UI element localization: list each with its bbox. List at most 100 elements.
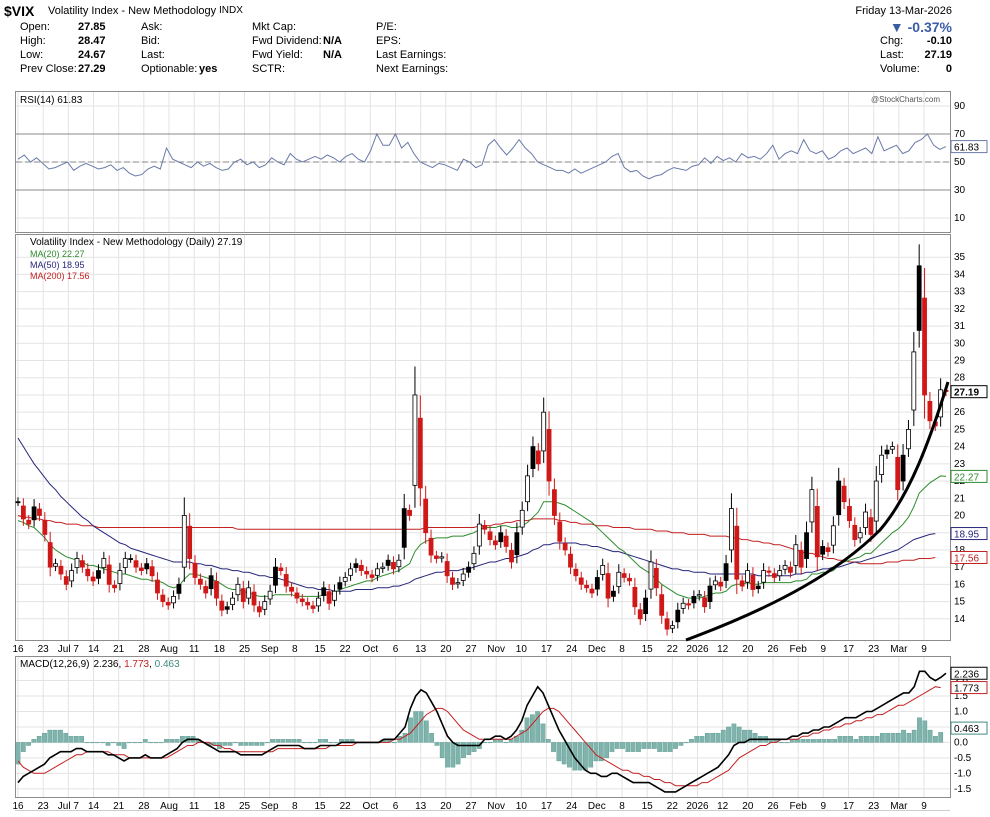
macd-histogram-bar	[503, 742, 509, 744]
macd-histogram-bar	[286, 739, 291, 743]
candle-body	[873, 480, 879, 522]
macd-histogram-bar	[598, 742, 604, 762]
macd-histogram-bar	[567, 742, 572, 768]
candle-body	[412, 394, 418, 486]
macd-histogram-bar	[434, 742, 440, 746]
candle-body	[739, 580, 745, 587]
x-tick-label: 27	[465, 644, 477, 655]
candle-body	[385, 559, 391, 566]
price-y-tick: 32	[954, 304, 966, 315]
candle-body	[305, 602, 311, 606]
candle-body	[299, 598, 305, 602]
candle-body	[637, 609, 643, 620]
macd-histogram-bar	[800, 739, 806, 743]
candle-body	[525, 475, 530, 503]
x-tick-label: 9	[921, 644, 927, 655]
macd-title-value-2: 0.463	[155, 659, 180, 670]
x-tick-label: Sep	[261, 644, 279, 655]
x-tick-label: 10	[516, 644, 528, 655]
candle-body	[729, 508, 734, 551]
col2-label-3: Optionable:	[141, 63, 198, 75]
candle-body	[509, 549, 514, 563]
macd-histogram-bar	[720, 729, 726, 743]
x-tick-label: 17	[541, 801, 553, 812]
candle-body	[868, 517, 874, 535]
candle-body	[149, 566, 155, 577]
x-tick-label: 13	[415, 644, 427, 655]
x-tick-label: 22	[667, 644, 679, 655]
macd-histogram-bar	[116, 742, 122, 746]
candle-body	[482, 524, 488, 530]
macd-histogram-bar	[864, 736, 869, 743]
x-tick-label: 25	[239, 644, 251, 655]
x-tick-label: Dec	[588, 801, 606, 812]
macd-title-value-0: 2.236	[93, 659, 118, 670]
candle-body	[712, 580, 718, 586]
candle-body	[546, 428, 552, 482]
candle-body	[74, 558, 80, 568]
macd-histogram-bar	[651, 742, 657, 749]
macd-histogram-bar	[890, 732, 896, 743]
col1-value-2: 24.67	[78, 49, 106, 61]
watermark: @StockCharts.com	[871, 95, 940, 104]
candle-body	[493, 540, 498, 546]
candle-body	[267, 590, 273, 600]
macd-histogram-bar	[784, 742, 790, 744]
candle-body	[321, 587, 327, 596]
candle-body	[911, 351, 917, 411]
x-tick-label: Mar	[890, 644, 908, 655]
macd-histogram-bar	[805, 739, 811, 743]
macd-histogram-bar	[296, 739, 302, 743]
candle-body	[391, 561, 396, 570]
axis-labels: 16 16 23 23 Jul 7 Jul 7 14 14 21 21 28 28 Aug Aug 11 11…	[12, 101, 988, 812]
macd-histogram-bar	[736, 726, 742, 743]
macd-title-sep-0: ,	[119, 659, 125, 670]
x-tick-label: 17	[541, 644, 553, 655]
macd-histogram-bar	[657, 742, 662, 752]
candle-body	[117, 570, 123, 584]
macd-histogram-bar	[132, 742, 138, 744]
x-tick-label: 22	[340, 801, 352, 812]
candle-body	[192, 562, 198, 578]
x-tick-label: 23	[868, 801, 880, 812]
candle-body	[417, 417, 423, 489]
x-tick-label: 10	[516, 801, 528, 812]
macd-histogram-bar	[535, 711, 541, 743]
macd-y-tick: -1.5	[954, 784, 972, 795]
x-tick-label: Oct	[363, 644, 379, 655]
x-tick-label: 24	[566, 644, 578, 655]
x-tick-label: 21	[113, 644, 125, 655]
candle-body	[401, 508, 407, 548]
candle-body	[841, 485, 847, 503]
candle-body	[793, 544, 799, 566]
candle-body	[374, 568, 380, 576]
macd-histogram-bar	[906, 732, 912, 743]
macd-last-box	[950, 681, 988, 695]
rsi-line	[17, 132, 947, 180]
candle-body	[476, 523, 482, 547]
candle-body	[594, 577, 600, 590]
candle-body	[503, 535, 509, 547]
macd-histogram-bar	[895, 732, 901, 743]
x-tick-label: Mar	[890, 801, 908, 812]
candle-body	[611, 590, 616, 597]
macd-histogram-bar	[667, 742, 673, 752]
candle-body	[31, 506, 37, 521]
macd-histogram-bar	[26, 742, 31, 746]
trend-annotation-curve	[685, 381, 950, 642]
candle-body	[900, 454, 906, 482]
macd-histogram-bar	[323, 739, 328, 743]
x-tick-label: 14	[88, 644, 100, 655]
macd-histogram-bar	[922, 720, 928, 743]
x-tick-label: 20	[742, 801, 754, 812]
macd-histogram-bar	[673, 742, 678, 749]
candle-body	[434, 555, 439, 559]
price-y-tick: 28	[954, 373, 966, 384]
macd-histogram-bar	[880, 732, 885, 743]
candle-body	[627, 577, 632, 582]
candle-body	[348, 568, 353, 576]
macd-histogram-bar	[678, 742, 684, 746]
quote-header: $VIX Volatility Index - New Methodology …	[0, 0, 990, 92]
macd-histogram-bar	[455, 742, 461, 765]
